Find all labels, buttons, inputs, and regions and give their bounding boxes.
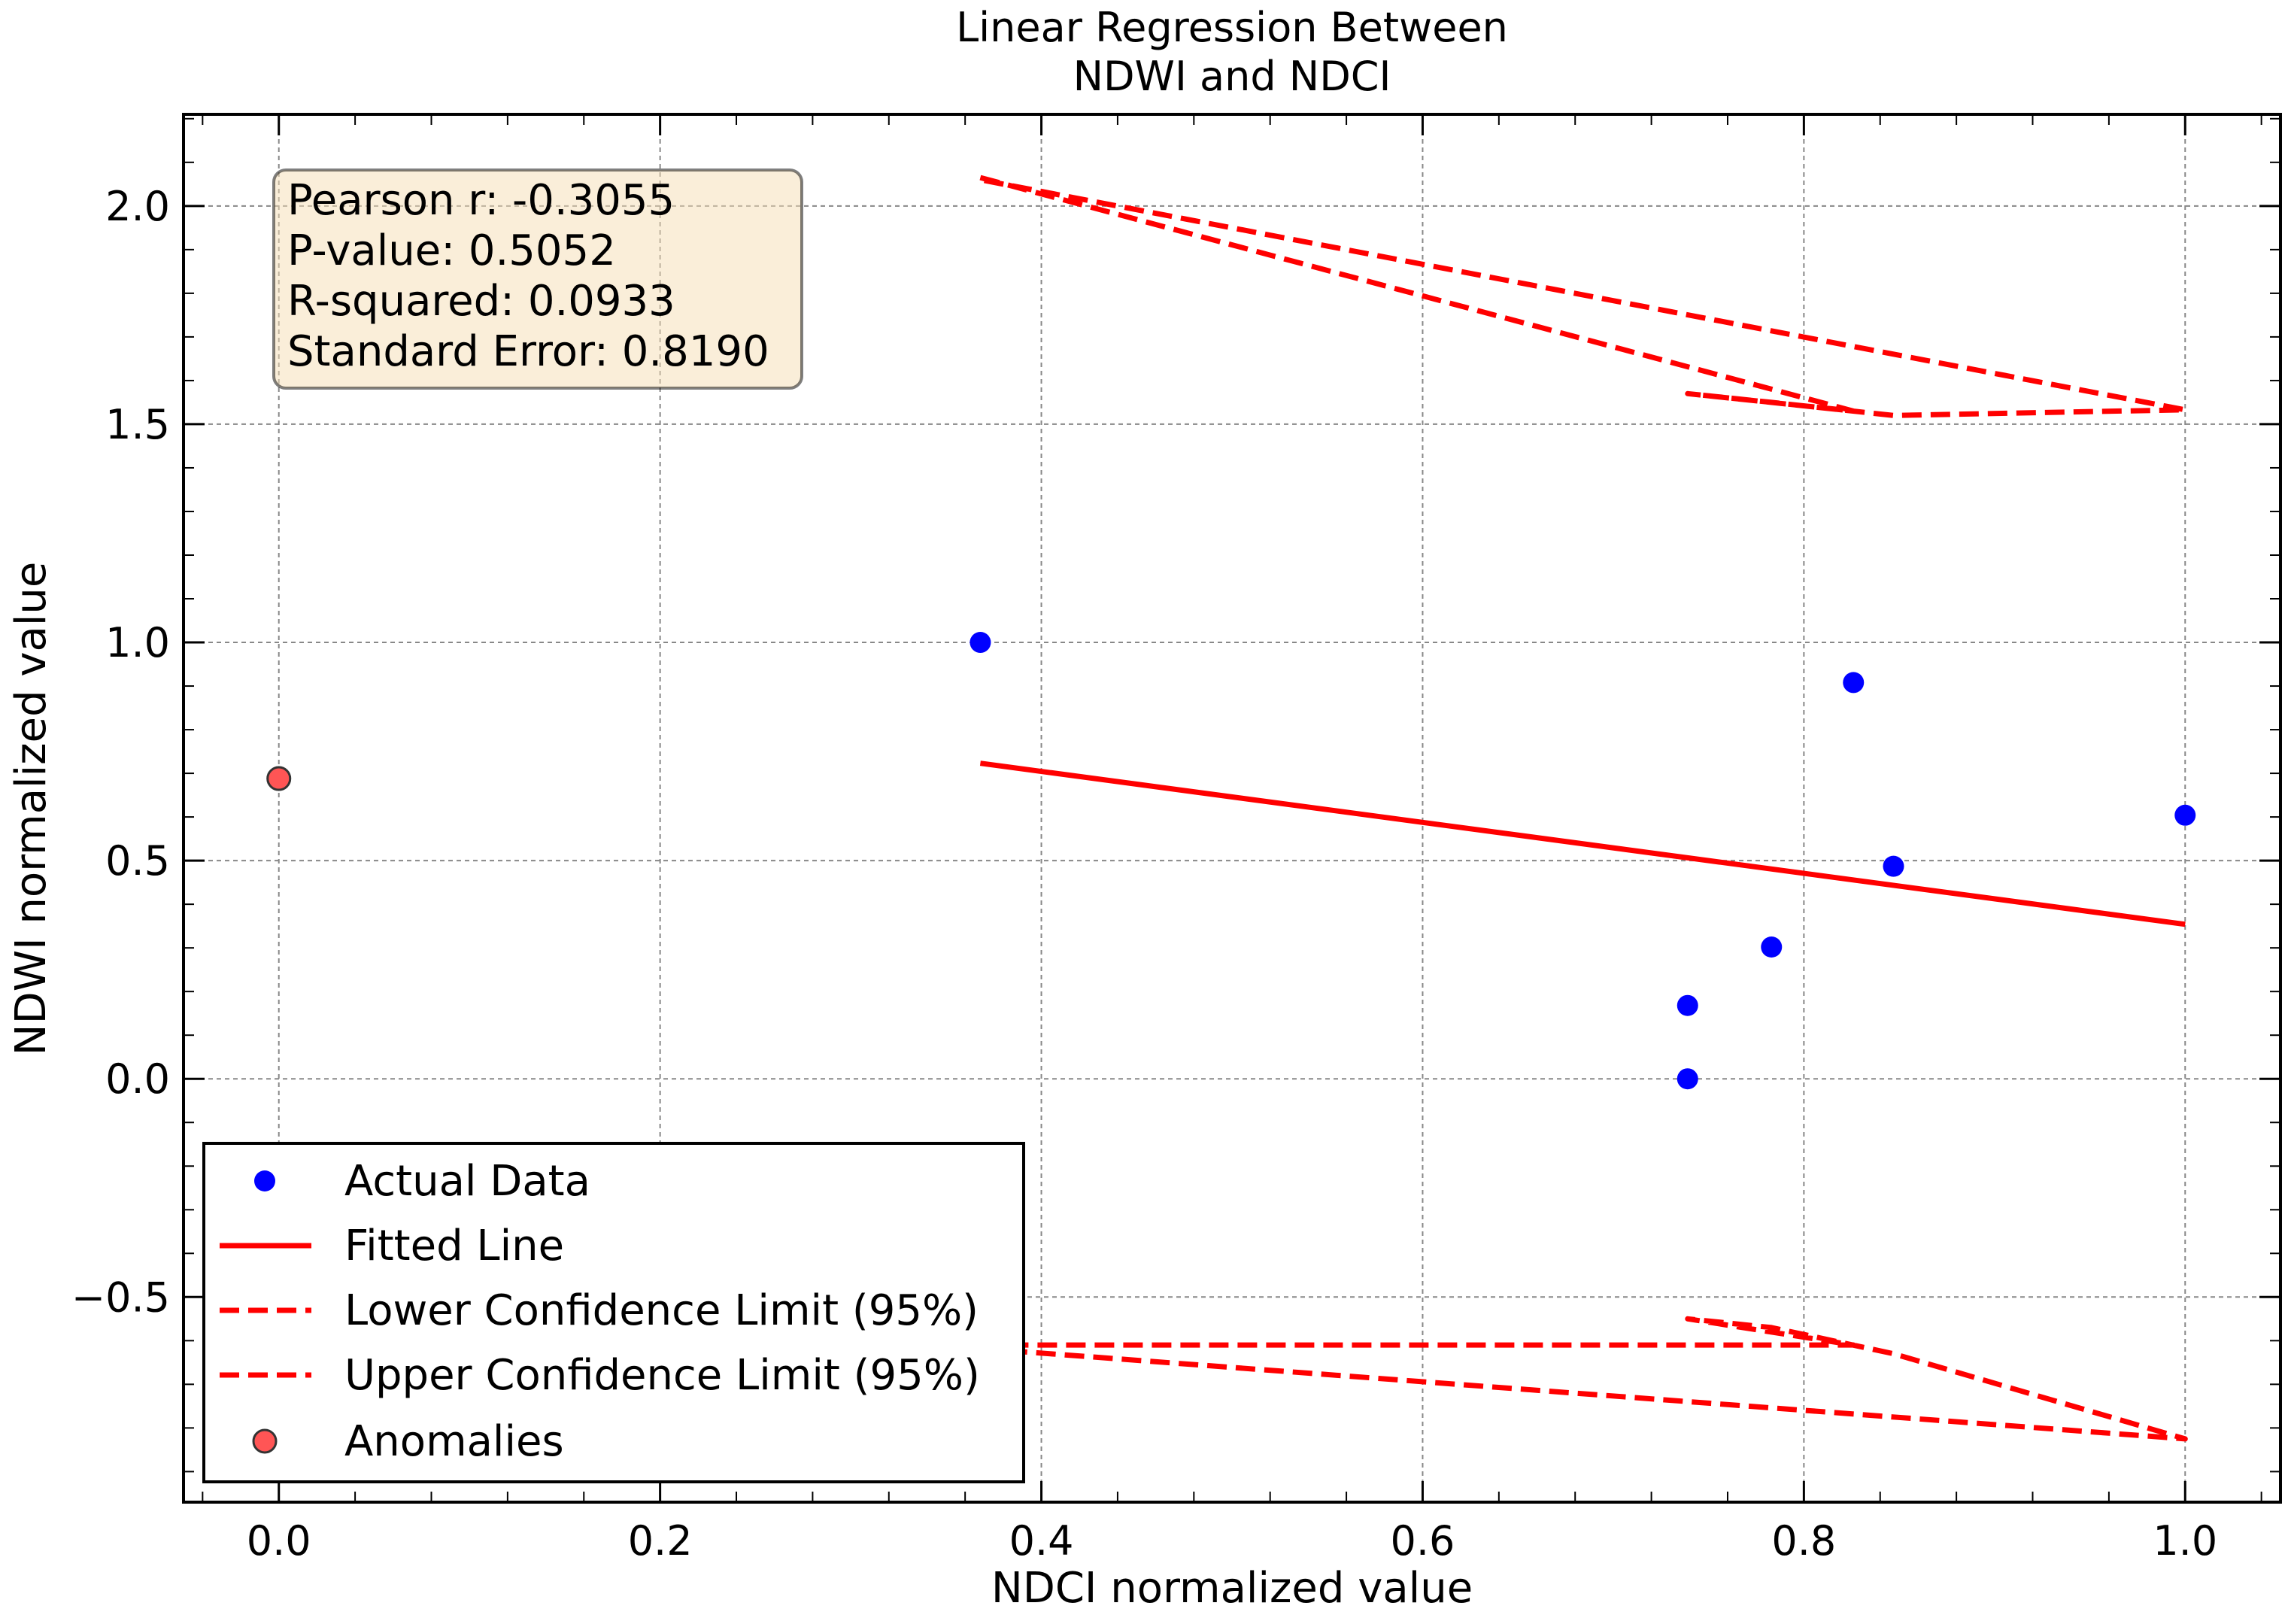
legend: Actual Data Fitted Line Lower Confidence… xyxy=(202,1142,1025,1483)
x-tick-label: 0.8 xyxy=(1771,1517,1836,1565)
legend-label-fitted-line: Fitted Line xyxy=(344,1222,564,1270)
y-axis-label: NDWI normalized value xyxy=(7,562,56,1056)
legend-label-anomalies: Anomalies xyxy=(344,1417,564,1466)
legend-label-lower-limit: Lower Confidence Limit (95%) xyxy=(344,1286,979,1335)
x-tick-label: 1.0 xyxy=(2153,1517,2217,1565)
data-point xyxy=(1761,936,1783,958)
chart-title-line-1: Linear Regression Between xyxy=(956,4,1508,51)
chart-title-line-2: NDWI and NDCI xyxy=(1073,53,1391,100)
data-point xyxy=(1883,855,1904,877)
x-axis-label: NDCI normalized value xyxy=(991,1564,1473,1613)
x-tick-label: 0.6 xyxy=(1391,1517,1455,1565)
y-tick-label: 2.0 xyxy=(105,183,170,230)
series-line-upper-confidence-limit-95 xyxy=(979,175,2188,418)
series-line-fitted-line xyxy=(979,760,2186,927)
y-tick-label: 1.0 xyxy=(105,619,170,666)
legend-marker-actual-data xyxy=(254,1170,275,1191)
legend-frame xyxy=(202,1142,1025,1483)
stats-pearson-r: Pearson r: -0.3055 xyxy=(287,176,675,225)
legend-label-upper-limit: Upper Confidence Limit (95%) xyxy=(344,1351,980,1400)
x-tick-label: 0.2 xyxy=(628,1517,693,1565)
series-line-lower-confidence-limit-95 xyxy=(980,1316,2188,1442)
data-point xyxy=(1843,672,1865,694)
y-tick-label: −0.5 xyxy=(71,1273,170,1321)
data-point xyxy=(1677,994,1698,1016)
axis-ticks xyxy=(184,114,2280,1502)
stats-box-background xyxy=(272,168,803,390)
x-tick-label: 0.4 xyxy=(1009,1517,1074,1565)
series-layer xyxy=(266,175,2196,1442)
y-tick-label: 0.0 xyxy=(105,1055,170,1103)
y-tick-label: 0.5 xyxy=(105,837,170,885)
axis-tick-labels: 0.0 0.2 0.4 0.6 0.8 1.0 −0.5 0.0 0.5 1.0 1.5 2.0 xyxy=(71,183,2217,1565)
data-point xyxy=(970,632,991,654)
stats-standard-error: Standard Error: 0.8190 xyxy=(287,327,769,376)
data-point xyxy=(2174,804,2196,826)
y-tick-label: 1.5 xyxy=(105,401,170,448)
data-point xyxy=(1677,1068,1698,1090)
legend-marker-anomalies xyxy=(252,1428,278,1454)
x-tick-label: 0.0 xyxy=(247,1517,311,1565)
stats-box: Pearson r: -0.3055 P-value: 0.5052 R-squ… xyxy=(272,168,803,390)
anomaly-point xyxy=(266,766,292,791)
stats-p-value: P-value: 0.5052 xyxy=(287,226,616,275)
legend-label-actual-data: Actual Data xyxy=(344,1157,590,1206)
plot-frame xyxy=(182,113,2282,1504)
stats-r-squared: R-squared: 0.0933 xyxy=(287,277,675,326)
